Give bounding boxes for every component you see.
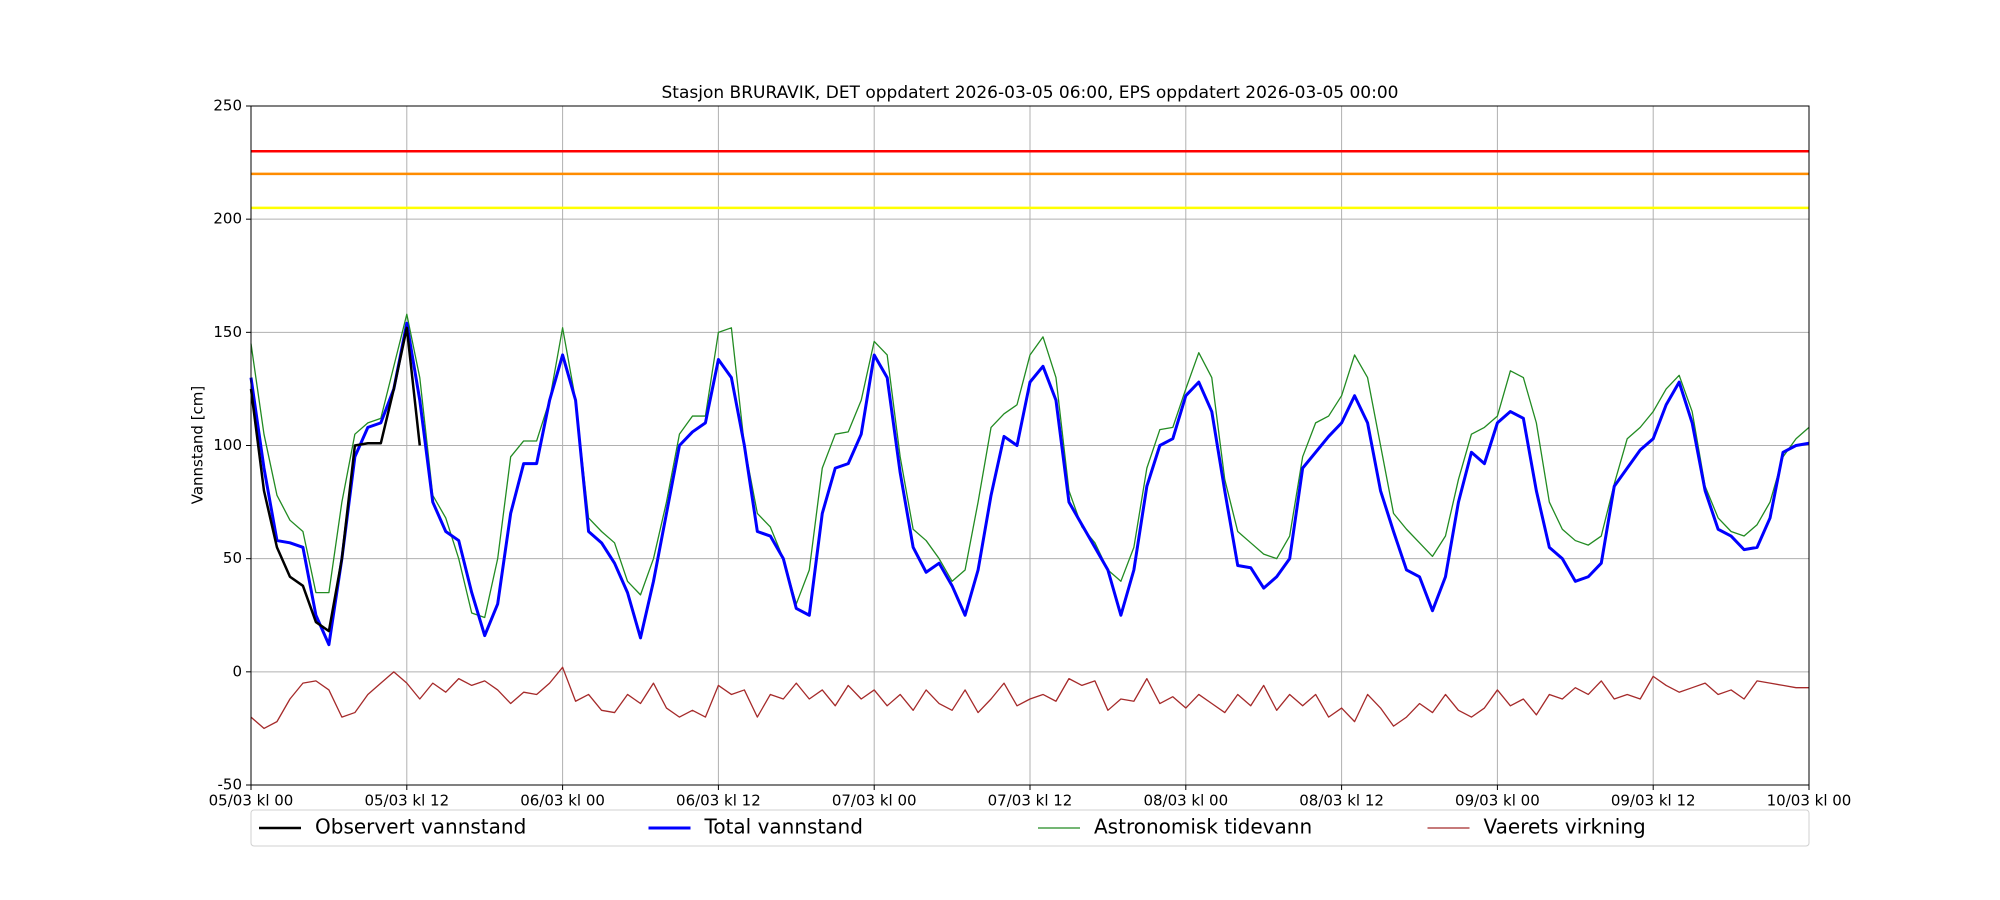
series-line [249, 321, 1810, 647]
chart-title: Stasjon BRURAVIK, DET oppdatert 2026-03-… [662, 83, 1399, 103]
x-tick-label: 06/03 kl 12 [676, 792, 761, 810]
y-tick-label: 200 [213, 210, 242, 228]
x-tick-label: 09/03 kl 00 [1455, 792, 1540, 810]
x-tick-label: 10/03 kl 00 [1767, 792, 1852, 810]
y-tick-label: 0 [232, 662, 242, 680]
x-tick-label: 08/03 kl 12 [1299, 792, 1384, 810]
legend-text: Astronomisk tidevann [1094, 815, 1312, 839]
y-tick-label: 250 [213, 97, 242, 115]
x-tick-label: 07/03 kl 12 [988, 792, 1073, 810]
plot-frame [250, 105, 1810, 786]
x-tick-label: 08/03 kl 00 [1143, 792, 1228, 810]
series-line [250, 313, 1810, 619]
legend-text: Vaerets virkning [1484, 815, 1646, 839]
legend-text: Total vannstand [704, 815, 863, 839]
legend-text: Observert vannstand [315, 815, 526, 839]
x-tick-label: 06/03 kl 00 [520, 792, 605, 810]
series-line [250, 666, 1809, 730]
x-tick-label: 09/03 kl 12 [1611, 792, 1696, 810]
x-tick-label: 05/03 kl 12 [364, 792, 449, 810]
y-tick-label: -50 [218, 776, 243, 794]
x-tick-label: 07/03 kl 00 [832, 792, 917, 810]
series-line [249, 326, 422, 633]
legend-box [250, 809, 1810, 847]
y-tick-label: 50 [223, 549, 242, 567]
y-axis-label: Vannstand [cm] [189, 386, 207, 505]
y-tick-label: 100 [213, 436, 242, 454]
x-tick-label: 05/03 kl 00 [209, 792, 294, 810]
y-tick-label: 150 [213, 323, 242, 341]
